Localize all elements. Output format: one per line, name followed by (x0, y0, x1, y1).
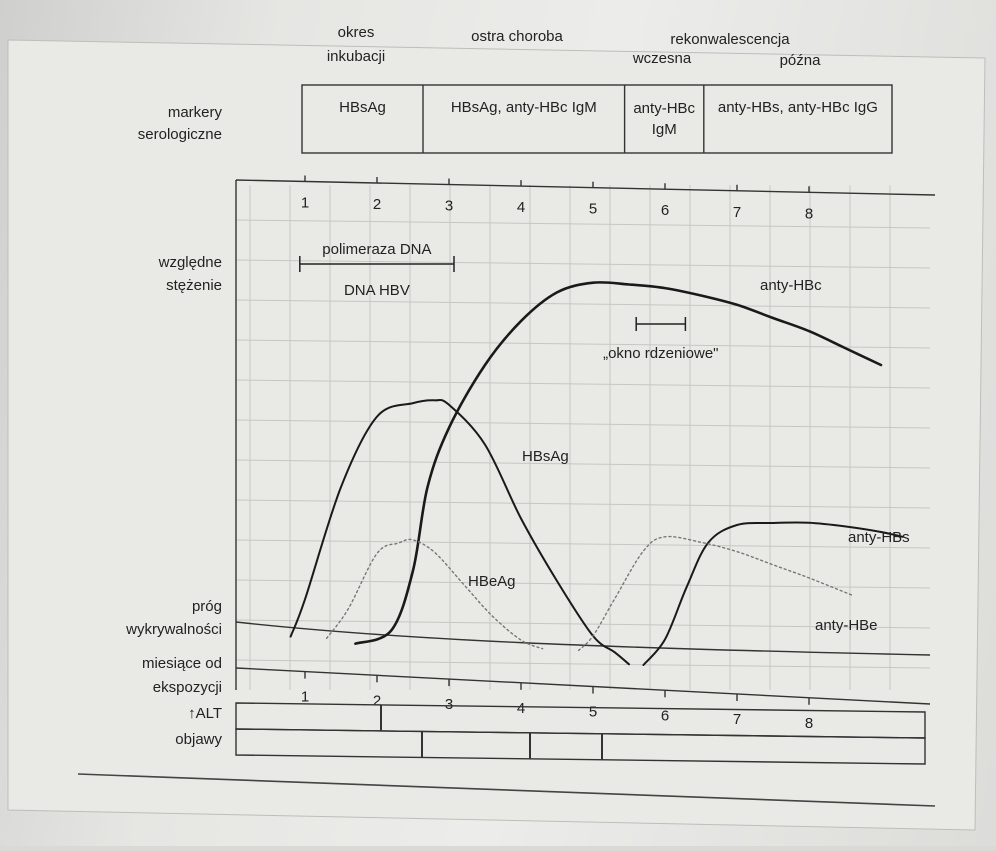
x-label-line-2: ekspozycji (153, 679, 222, 696)
markers-label-line-1: markery (168, 104, 223, 121)
detection-threshold-line (235, 621, 931, 656)
x-tick-label: 4 (517, 700, 525, 717)
x-tick-label: 1 (301, 689, 309, 706)
marker-cell-label: HBsAg, anty-HBc IgM (451, 99, 597, 116)
paper-sheet (7, 39, 986, 831)
grid-horizontal (235, 579, 931, 589)
threshold-label-line-1: próg (192, 598, 222, 615)
top-tick-label: 4 (517, 199, 525, 216)
y-label-line-1: względne (158, 254, 222, 271)
phase-incubation-label-1: okres (338, 24, 375, 41)
top-tick-axis (235, 179, 936, 196)
grid-horizontal (235, 219, 931, 229)
top-tick-labels: 1 2 3 4 5 6 7 8 (301, 175, 813, 222)
markers-label-line-2: serologiczne (138, 126, 222, 143)
phase-late-label: późna (780, 52, 822, 69)
grid-horizontal (235, 259, 931, 269)
grid-horizontal (235, 659, 931, 669)
grid-horizontal (235, 499, 931, 509)
series-line-hbeag (325, 538, 544, 650)
markers-box (301, 84, 893, 154)
x-tick-label: 7 (733, 711, 741, 728)
phase-acute-label: ostra choroba (471, 28, 563, 45)
y-label-line-2: stężenie (166, 277, 222, 294)
dna-polymerase-label: polimeraza DNA (322, 241, 431, 258)
marker-cell-label: anty-HBs, anty-HBc IgG (718, 99, 878, 116)
grid-horizontal (235, 339, 931, 349)
dna-hbv-label: DNA HBV (344, 282, 410, 299)
x-tick-label: 8 (805, 715, 813, 732)
top-tick-label: 5 (589, 201, 597, 218)
marker-cell-label: HBsAg (339, 99, 386, 116)
top-tick-label: 3 (445, 198, 453, 215)
top-tick-label: 1 (301, 194, 309, 211)
series-label-hbeag: HBeAg (468, 573, 516, 590)
series-line-hbsag (289, 398, 630, 666)
x-tick-label: 2 (373, 692, 381, 709)
grid-horizontal (235, 299, 931, 309)
bottom-rows (235, 702, 926, 765)
core-window: „okno rdzeniowe" (603, 317, 718, 362)
x-axis (235, 667, 931, 705)
marker-cell-label: anty-HBc IgM (633, 100, 695, 138)
phase-convalescence-label: rekonwalescencja (670, 31, 790, 48)
core-window-label: „okno rdzeniowe" (603, 345, 718, 362)
grid-horizontal (235, 539, 931, 549)
series-label-hbsag: HBsAg (522, 448, 569, 465)
markers-cells: HBsAg HBsAg, anty-HBc IgM anty-HBc IgM anty-… (339, 85, 878, 153)
dna-bracket: polimeraza DNA DNA HBV (299, 241, 455, 299)
top-tick-label: 8 (805, 205, 813, 222)
top-tick-label: 2 (373, 196, 381, 213)
x-tick-label: 6 (661, 707, 669, 724)
symptoms-row-box (235, 728, 926, 765)
symptoms-label: objawy (175, 731, 222, 748)
threshold-label-line-2: wykrywalności (125, 621, 222, 638)
series-line-anty-hbe (577, 535, 853, 652)
series-group: anty-HBc HBsAg HBeAg anty-HBs anty-HBe (289, 277, 910, 666)
grid-horizontal (235, 379, 931, 389)
top-tick-label: 6 (661, 202, 669, 219)
phase-early-label: wczesna (632, 50, 692, 67)
series-label-anty-hbs: anty-HBs (848, 529, 910, 546)
top-tick-label: 7 (733, 204, 741, 221)
page-bottom-rule (77, 773, 936, 807)
x-tick-label: 3 (445, 696, 453, 713)
grid-horizontal (235, 419, 931, 429)
series-label-anty-hbc: anty-HBc (760, 277, 822, 294)
alt-label: ↑ALT (188, 705, 222, 722)
phase-incubation-label-2: inkubacji (327, 48, 385, 65)
grid-horizontal (235, 619, 931, 629)
series-line-anty-hbc (354, 281, 883, 645)
series-line-anty-hbs (642, 521, 904, 666)
bottom-tick-labels: 1 2 3 4 5 6 7 8 (301, 671, 813, 732)
series-label-anty-hbe: anty-HBe (815, 617, 878, 634)
x-tick-label: 5 (589, 704, 597, 721)
x-label-line-1: miesiące od (142, 655, 222, 672)
